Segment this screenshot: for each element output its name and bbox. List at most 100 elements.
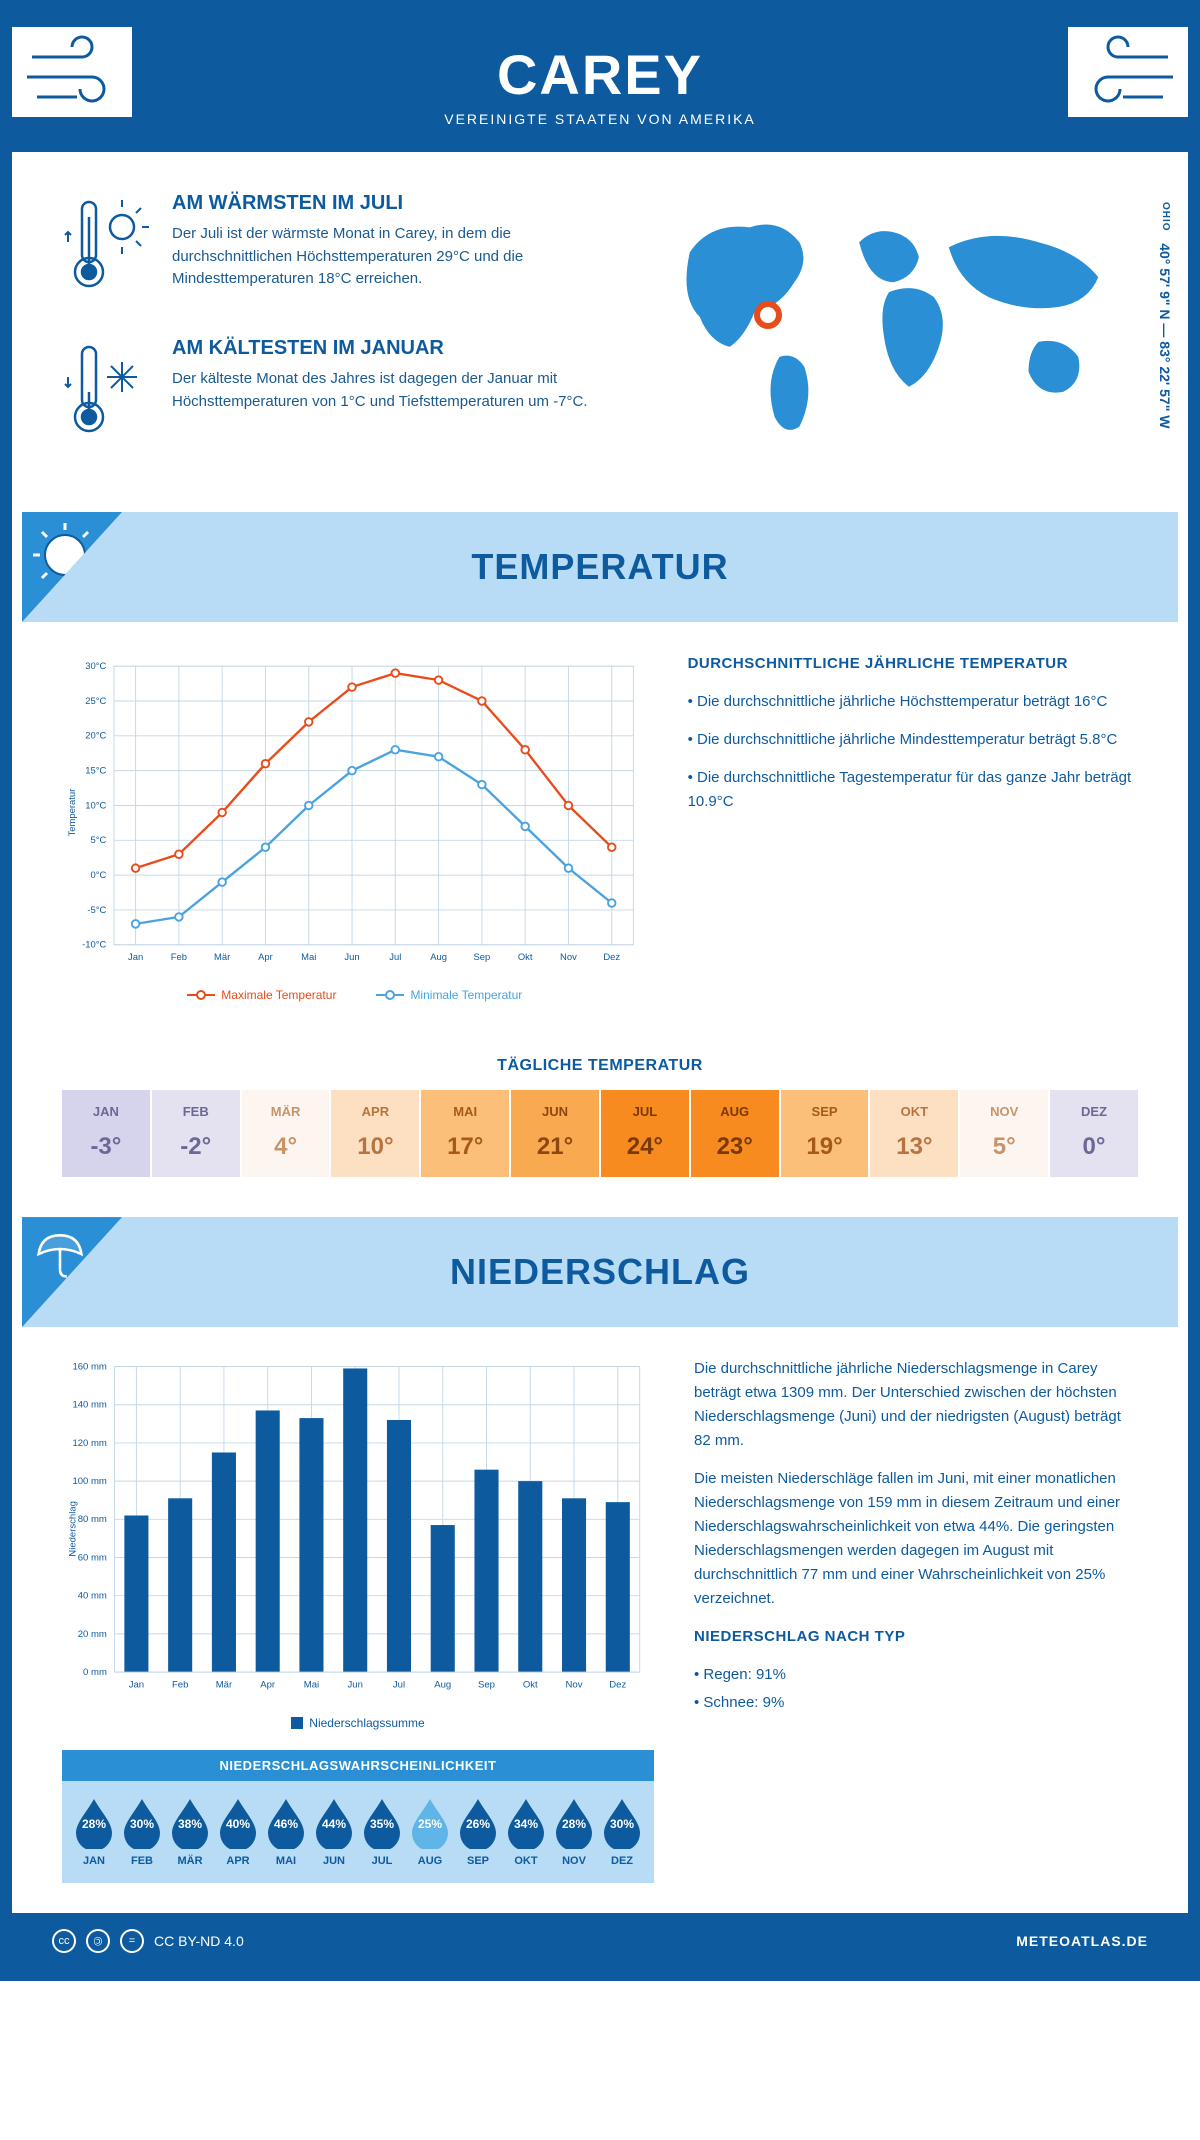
thermometer-snow-icon — [62, 337, 152, 452]
precipitation-content: 0 mm20 mm40 mm60 mm80 mm100 mm120 mm140 … — [12, 1327, 1188, 1913]
svg-text:Jan: Jan — [129, 1679, 144, 1690]
daily-cell: APR10° — [331, 1090, 421, 1177]
raindrop-icon: 46% — [264, 1795, 308, 1849]
daily-cell: AUG23° — [691, 1090, 781, 1177]
svg-text:15°C: 15°C — [85, 765, 106, 776]
raindrop-icon: 35% — [360, 1795, 404, 1849]
prob-cell: 25% AUG — [408, 1795, 452, 1867]
svg-text:30°C: 30°C — [85, 661, 106, 672]
nd-icon: = — [120, 1929, 144, 1953]
svg-text:Nov: Nov — [566, 1679, 583, 1690]
infographic-page: CAREY VEREINIGTE STAATEN VON AMERIKA AM … — [0, 0, 1200, 1981]
svg-text:Jul: Jul — [389, 952, 401, 963]
prob-cell: 44% JUN — [312, 1795, 356, 1867]
svg-text:0°C: 0°C — [91, 870, 107, 881]
precip-legend: Niederschlagssumme — [62, 1716, 654, 1730]
prob-cell: 30% DEZ — [600, 1795, 644, 1867]
svg-text:Dez: Dez — [603, 952, 620, 963]
svg-text:80 mm: 80 mm — [78, 1514, 107, 1525]
svg-text:Jan: Jan — [128, 952, 143, 963]
thermometer-sun-icon — [62, 192, 152, 307]
coldest-fact: AM KÄLTESTEN IM JANUAR Der kälteste Mona… — [62, 337, 610, 452]
daily-cell: JUL24° — [601, 1090, 691, 1177]
site-name: METEOATLAS.DE — [1016, 1933, 1148, 1949]
svg-text:20°C: 20°C — [85, 731, 106, 742]
svg-text:Niederschlag: Niederschlag — [67, 1501, 78, 1557]
warmest-title: AM WÄRMSTEN IM JULI — [172, 192, 610, 215]
svg-text:Okt: Okt — [523, 1679, 538, 1690]
temperature-line-chart: -10°C-5°C0°C5°C10°C15°C20°C25°C30°CJanFe… — [62, 652, 648, 978]
svg-text:5°C: 5°C — [91, 835, 107, 846]
svg-text:40 mm: 40 mm — [78, 1591, 107, 1602]
precipitation-bar-chart: 0 mm20 mm40 mm60 mm80 mm100 mm120 mm140 … — [62, 1357, 654, 1706]
daily-temp-title: TÄGLICHE TEMPERATUR — [12, 1057, 1188, 1075]
cc-icon: cc — [52, 1929, 76, 1953]
svg-text:Mär: Mär — [216, 1679, 233, 1690]
precipitation-probability: NIEDERSCHLAGSWAHRSCHEINLICHKEIT 28% JAN … — [62, 1750, 654, 1883]
raindrop-icon: 30% — [120, 1795, 164, 1849]
prob-cell: 30% FEB — [120, 1795, 164, 1867]
raindrop-icon: 28% — [72, 1795, 116, 1849]
coldest-title: AM KÄLTESTEN IM JANUAR — [172, 337, 610, 360]
country-subtitle: VEREINIGTE STAATEN VON AMERIKA — [32, 111, 1168, 127]
svg-text:Mär: Mär — [214, 952, 230, 963]
prob-cell: 28% NOV — [552, 1795, 596, 1867]
raindrop-icon: 28% — [552, 1795, 596, 1849]
umbrella-icon — [22, 1217, 122, 1327]
sun-icon — [22, 512, 122, 622]
svg-text:Jun: Jun — [344, 952, 359, 963]
svg-text:Apr: Apr — [258, 952, 273, 963]
svg-text:25°C: 25°C — [85, 696, 106, 707]
daily-cell: NOV5° — [960, 1090, 1050, 1177]
raindrop-icon: 38% — [168, 1795, 212, 1849]
wind-icon-right — [1068, 27, 1188, 117]
precipitation-banner: NIEDERSCHLAG — [22, 1217, 1178, 1327]
daily-temp-table: JAN-3° FEB-2° MÄR4° APR10° MAI17° JUN21°… — [62, 1090, 1138, 1177]
svg-text:-5°C: -5°C — [87, 905, 106, 916]
svg-text:Aug: Aug — [430, 952, 447, 963]
svg-text:120 mm: 120 mm — [72, 1438, 106, 1449]
svg-text:0 mm: 0 mm — [83, 1667, 107, 1678]
svg-text:Temperatur: Temperatur — [67, 789, 78, 837]
prob-cell: 34% OKT — [504, 1795, 548, 1867]
temperature-banner: TEMPERATUR — [22, 512, 1178, 622]
precipitation-heading: NIEDERSCHLAG — [450, 1251, 750, 1293]
prob-cell: 40% APR — [216, 1795, 260, 1867]
by-icon: 🄯 — [86, 1929, 110, 1953]
svg-text:60 mm: 60 mm — [78, 1552, 107, 1563]
daily-cell: MAI17° — [421, 1090, 511, 1177]
world-map: OHIO 40° 57' 9" N — 83° 22' 57" W — [640, 192, 1138, 452]
prob-cell: 38% MÄR — [168, 1795, 212, 1867]
svg-text:Nov: Nov — [560, 952, 577, 963]
svg-text:140 mm: 140 mm — [72, 1400, 106, 1411]
svg-text:Sep: Sep — [473, 952, 490, 963]
daily-cell: SEP19° — [781, 1090, 871, 1177]
svg-text:Apr: Apr — [260, 1679, 276, 1690]
coldest-text: Der kälteste Monat des Jahres ist dagege… — [172, 368, 610, 413]
footer: cc 🄯 = CC BY-ND 4.0 METEOATLAS.DE — [12, 1913, 1188, 1969]
svg-text:Feb: Feb — [172, 1679, 188, 1690]
raindrop-icon: 25% — [408, 1795, 452, 1849]
raindrop-icon: 30% — [600, 1795, 644, 1849]
warmest-fact: AM WÄRMSTEN IM JULI Der Juli ist der wär… — [62, 192, 610, 307]
svg-text:160 mm: 160 mm — [72, 1362, 106, 1373]
svg-text:Jul: Jul — [393, 1679, 405, 1690]
daily-cell: FEB-2° — [152, 1090, 242, 1177]
svg-text:Aug: Aug — [434, 1679, 451, 1690]
svg-text:-10°C: -10°C — [82, 940, 106, 951]
warmest-text: Der Juli ist der wärmste Monat in Carey,… — [172, 223, 610, 291]
precipitation-summary: Die durchschnittliche jährliche Niedersc… — [694, 1357, 1138, 1883]
coordinates: OHIO 40° 57' 9" N — 83° 22' 57" W — [1157, 202, 1173, 428]
prob-cell: 28% JAN — [72, 1795, 116, 1867]
raindrop-icon: 34% — [504, 1795, 548, 1849]
svg-text:20 mm: 20 mm — [78, 1629, 107, 1640]
prob-cell: 26% SEP — [456, 1795, 500, 1867]
svg-text:Mai: Mai — [304, 1679, 319, 1690]
daily-cell: JUN21° — [511, 1090, 601, 1177]
temperature-content: -10°C-5°C0°C5°C10°C15°C20°C25°C30°CJanFe… — [12, 622, 1188, 1032]
intro-section: AM WÄRMSTEN IM JULI Der Juli ist der wär… — [12, 152, 1188, 512]
svg-text:Mai: Mai — [301, 952, 316, 963]
raindrop-icon: 44% — [312, 1795, 356, 1849]
city-title: CAREY — [32, 42, 1168, 107]
svg-text:10°C: 10°C — [85, 800, 106, 811]
